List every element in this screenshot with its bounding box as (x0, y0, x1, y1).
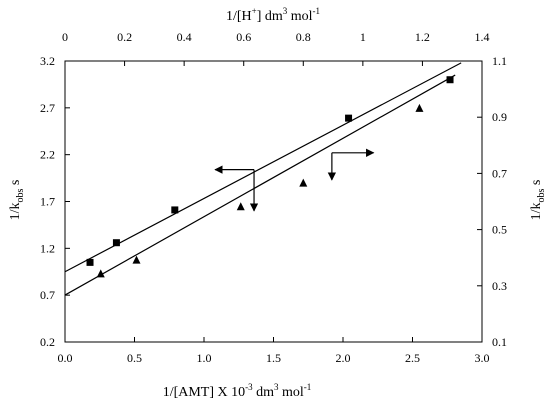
top-axis-tick-label: 1 (360, 30, 366, 44)
left-axis-title-part: s (8, 180, 23, 189)
bottom-axis-tick-label: 3.0 (475, 351, 490, 365)
top-axis-tick-label: 1.4 (475, 30, 490, 44)
left-axis-tick-label: 2.7 (40, 101, 55, 115)
square-data-point (112, 239, 120, 247)
bottom-axis-tick-label: 0.5 (127, 351, 142, 365)
axis-ticks: 0.0 0.5 1.0 1.5 2.0 2.5 3.0 0 0.2 0.4 0.6 0.8 1 1.2 1.… (40, 30, 507, 365)
bottom-axis-title-sup: 3 (274, 382, 279, 392)
left-axis-tick-label: 2.2 (40, 148, 55, 162)
square-data-point (345, 114, 353, 122)
square-data-point (86, 258, 94, 266)
annotation-arrows (214, 148, 375, 212)
top-axis-tick-label: 0 (62, 30, 68, 44)
right-axis-tick-label: 1.1 (492, 54, 507, 68)
right-axis-tick-label: 0.5 (492, 223, 507, 237)
top-axis-title-sup: -1 (313, 6, 321, 16)
left-axis-title-sub: obs (15, 188, 26, 202)
bottom-axis-tick-label: 1.0 (197, 351, 212, 365)
bottom-axis-tick-label: 0.0 (58, 351, 73, 365)
left-axis-tick-label: 0.7 (40, 288, 55, 302)
top-axis-tick-label: 0.6 (236, 30, 251, 44)
fit-line-series-1 (64, 74, 456, 296)
top-axis-title-sup: + (252, 6, 257, 16)
top-axis-tick-label: 0.8 (296, 30, 311, 44)
bottom-axis-title-sup: -3 (245, 382, 253, 392)
square-data-point (446, 76, 454, 84)
top-axis-tick-label: 0.2 (117, 30, 132, 44)
right-axis-title-sub: obs (536, 188, 547, 202)
triangle-data-point (299, 178, 308, 187)
right-axis-tick-label: 0.9 (492, 110, 507, 124)
left-axis-title: 1/kobs s (8, 180, 26, 221)
right-axis-title-part: s (529, 180, 544, 189)
top-axis-title-part: ] dm (257, 9, 283, 24)
top-axis-title: 1/[H+] dm3 mol-1 (226, 6, 320, 24)
top-axis-tick-label: 1.2 (415, 30, 430, 44)
right-axis-tick-label: 0.3 (492, 279, 507, 293)
top-axis-title-part: mol (287, 9, 312, 24)
bottom-axis-title-part: mol (279, 385, 304, 400)
plot-area (64, 60, 483, 343)
bottom-axis-tick-label: 1.5 (266, 351, 281, 365)
left-axis-tick-label: 0.2 (40, 335, 55, 349)
right-axis-title: 1/kobs s (529, 180, 547, 221)
left-axis-tick-label: 3.2 (40, 54, 55, 68)
triangle-data-point (96, 269, 105, 278)
left-axis-tick-label: 1.2 (40, 241, 55, 255)
square-data-point (171, 206, 179, 214)
triangle-data-point (236, 202, 245, 211)
fit-lines (64, 62, 462, 296)
top-axis-tick-label: 0.4 (177, 30, 192, 44)
bottom-axis-tick-label: 2.5 (405, 351, 420, 365)
bottom-axis-title: 1/[AMT] X 10-3 dm3 mol-1 (163, 382, 312, 400)
bottom-axis-title-part: dm (253, 385, 275, 400)
top-axis-title-sup: 3 (283, 6, 288, 16)
bottom-axis-tick-label: 2.0 (336, 351, 351, 365)
bottom-axis-title-sup: -1 (304, 382, 312, 392)
fit-line-series-0 (64, 62, 462, 273)
right-axis-tick-label: 0.7 (492, 166, 507, 180)
triangle-data-point (415, 103, 424, 112)
bottom-axis-title-part: 1/[AMT] X 10 (163, 385, 245, 400)
data-points (86, 76, 454, 278)
left-axis-title-part: 1/k (8, 202, 23, 220)
triangle-data-point (132, 255, 141, 264)
right-axis-tick-label: 0.1 (492, 335, 507, 349)
right-axis-title-part: 1/k (529, 202, 544, 220)
top-axis-title-part: 1/[H (226, 9, 252, 24)
left-axis-tick-label: 1.7 (40, 195, 55, 209)
